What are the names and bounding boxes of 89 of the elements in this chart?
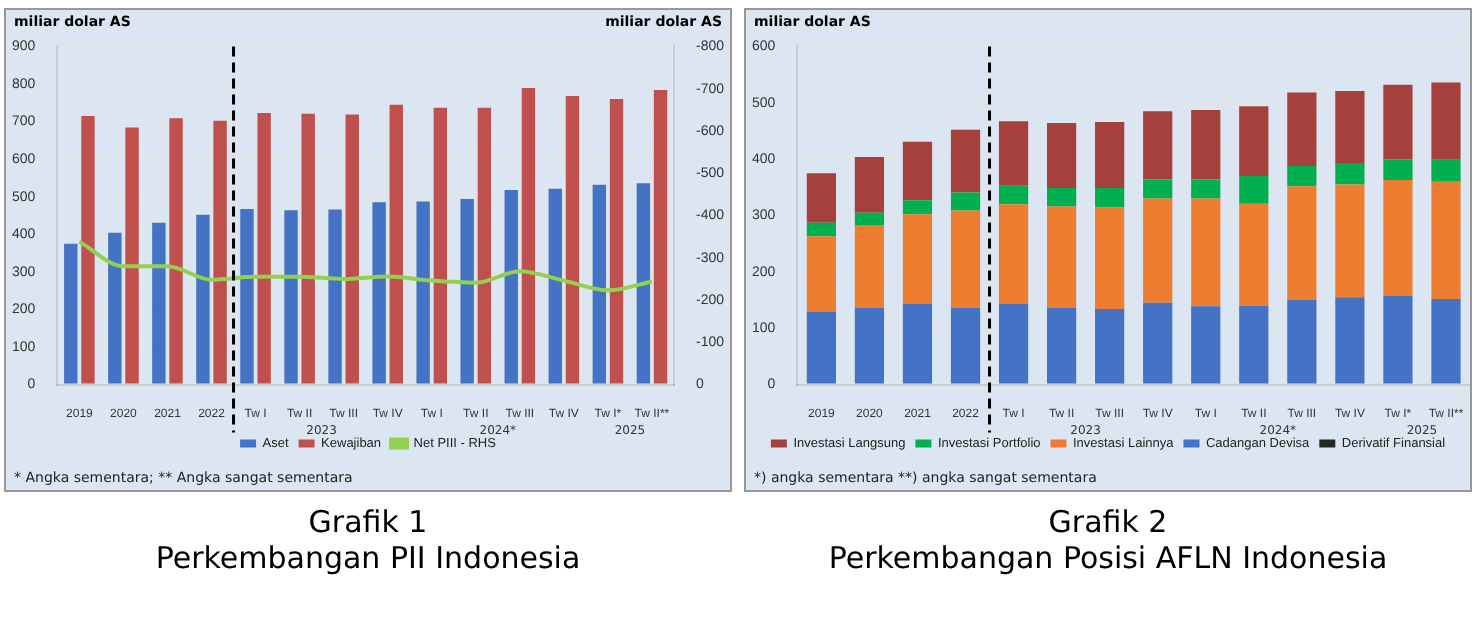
bar xyxy=(1095,309,1125,384)
bar xyxy=(1335,163,1365,185)
bar xyxy=(64,243,78,384)
bar xyxy=(1431,82,1461,160)
bar xyxy=(636,183,651,384)
bar xyxy=(257,112,271,384)
bar xyxy=(1383,84,1413,160)
bar xyxy=(477,107,492,384)
bar xyxy=(81,115,95,384)
bar xyxy=(1383,159,1413,180)
bar xyxy=(806,236,836,312)
bar xyxy=(653,89,668,384)
bar xyxy=(1431,181,1461,299)
bar xyxy=(1191,110,1221,180)
bar xyxy=(345,114,359,384)
bar xyxy=(1143,198,1173,303)
bar xyxy=(416,201,430,384)
bar xyxy=(609,99,624,384)
text: Grafik 2 xyxy=(1046,504,1170,540)
bar xyxy=(854,156,885,213)
bar xyxy=(1239,203,1269,306)
bar xyxy=(1383,179,1413,297)
bar xyxy=(389,104,403,384)
bar xyxy=(548,188,562,384)
bar xyxy=(806,311,836,384)
bar xyxy=(1287,165,1317,187)
bar xyxy=(1095,121,1125,188)
bar xyxy=(1046,307,1077,384)
bar xyxy=(854,307,885,384)
bar xyxy=(1191,306,1221,384)
bar xyxy=(902,200,933,215)
text: Perkembangan Posisi AFLN Indonesia xyxy=(826,540,1390,576)
bar xyxy=(125,127,139,384)
bar xyxy=(1239,106,1269,177)
bar xyxy=(902,141,933,201)
bar xyxy=(1431,298,1461,384)
bar xyxy=(565,96,580,384)
bar xyxy=(902,214,933,304)
bar xyxy=(1431,159,1461,182)
bar xyxy=(328,209,342,384)
bar xyxy=(1143,111,1173,180)
bar xyxy=(950,129,981,193)
bar xyxy=(1335,90,1365,164)
bar xyxy=(592,184,607,384)
bar xyxy=(806,222,836,237)
bar xyxy=(1191,179,1221,199)
bar xyxy=(1335,297,1365,384)
bar xyxy=(521,88,536,384)
bar xyxy=(806,173,836,223)
bar xyxy=(213,120,227,384)
line-series xyxy=(77,239,654,293)
bar xyxy=(284,210,298,384)
bar xyxy=(504,189,518,384)
bar xyxy=(1239,176,1269,204)
bar xyxy=(950,307,981,384)
bar xyxy=(301,113,315,384)
text: Grafik 1 xyxy=(306,504,430,540)
bar xyxy=(1046,187,1077,207)
bar xyxy=(998,121,1029,186)
bar xyxy=(1287,186,1317,301)
text: Perkembangan PII Indonesia xyxy=(153,540,583,576)
bar xyxy=(240,209,254,384)
bar xyxy=(1143,302,1173,384)
bar xyxy=(1287,300,1317,384)
bar xyxy=(1095,207,1125,310)
bar xyxy=(998,185,1029,205)
bar xyxy=(998,204,1029,304)
bar xyxy=(1046,206,1077,308)
bar xyxy=(460,198,474,384)
bar xyxy=(1239,305,1269,384)
bar xyxy=(854,225,885,308)
bar xyxy=(950,210,981,308)
bar xyxy=(152,222,166,384)
bar xyxy=(1143,179,1173,199)
bar xyxy=(196,214,210,384)
bar xyxy=(108,232,122,384)
bar xyxy=(372,202,386,384)
bar xyxy=(998,303,1029,384)
bar xyxy=(1095,187,1125,208)
bar xyxy=(433,107,448,384)
bar xyxy=(1383,296,1413,384)
bar xyxy=(1335,184,1365,298)
bar xyxy=(854,212,885,226)
bar xyxy=(1191,198,1221,307)
bar xyxy=(1287,92,1317,166)
bar xyxy=(1046,123,1077,188)
bar xyxy=(902,303,933,384)
bar xyxy=(169,118,183,384)
bar xyxy=(950,192,981,211)
